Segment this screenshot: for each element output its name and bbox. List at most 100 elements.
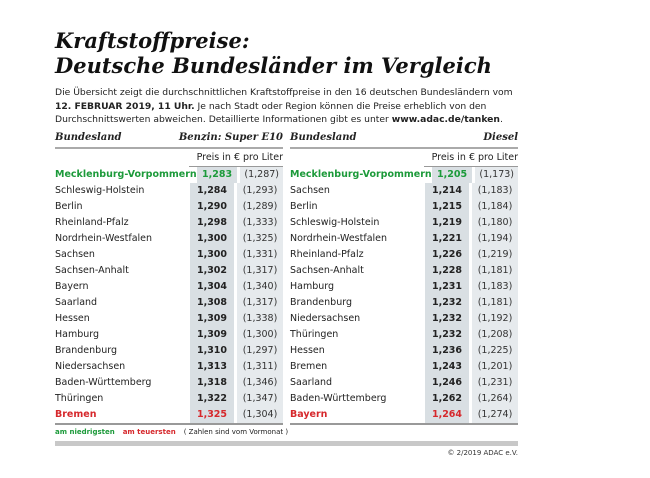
intro-url[interactable]: www.adac.de/tanken [391,114,500,125]
previous-price: (1,180) [472,215,518,231]
current-price: 1,243 [425,359,469,375]
previous-price: (1,317) [237,263,283,279]
col-header-fuel: Diesel [483,132,518,143]
table-row: Nordrhein-Westfalen 1,221 (1,194) [290,231,518,247]
current-price: 1,302 [190,263,234,279]
previous-price: (1,346) [237,375,283,391]
current-price: 1,232 [425,311,469,327]
previous-price: (1,297) [237,343,283,359]
unit-label: Preis in € pro Liter [189,149,283,167]
previous-price: (1,304) [237,407,283,423]
col-header-state: Bundesland [55,132,122,143]
footer-bar [55,441,518,446]
current-price: 1,310 [190,343,234,359]
previous-price: (1,340) [237,279,283,295]
table-row: Schleswig-Holstein 1,284 (1,293) [55,183,283,199]
current-price: 1,232 [425,295,469,311]
current-price: 1,221 [425,231,469,247]
unit-label: Preis in € pro Liter [424,149,518,167]
state-name: Hessen [290,345,325,356]
current-price: 1,215 [425,199,469,215]
state-name: Baden-Württemberg [290,393,387,404]
current-price: 1,304 [190,279,234,295]
state-name: Schleswig-Holstein [290,217,380,228]
state-name: Thüringen [55,393,104,404]
current-price: 1,313 [190,359,234,375]
table-row: Sachsen-Anhalt 1,228 (1,181) [290,263,518,279]
legend-highest: am teuersten [122,428,176,436]
state-name: Saarland [290,377,333,388]
table-row: Mecklenburg-Vorpommern 1,283 (1,287) [55,167,283,183]
previous-price: (1,347) [237,391,283,407]
previous-price: (1,289) [237,199,283,215]
previous-price: (1,194) [472,231,518,247]
table-row: Saarland 1,246 (1,231) [290,375,518,391]
state-name: Baden-Württemberg [55,377,152,388]
table-end-line [55,423,283,425]
state-name: Hessen [55,313,90,324]
current-price: 1,232 [425,327,469,343]
state-name: Schleswig-Holstein [55,185,145,196]
intro-text: Die Übersicht zeigt die durchschnittlich… [55,86,525,127]
state-name: Bremen [55,409,97,420]
table-row: Baden-Württemberg 1,318 (1,346) [55,375,283,391]
state-name: Sachsen [290,185,330,196]
current-price: 1,214 [425,183,469,199]
previous-price: (1,331) [237,247,283,263]
current-price: 1,228 [425,263,469,279]
current-price: 1,308 [190,295,234,311]
state-name: Mecklenburg-Vorpommern [290,169,432,180]
state-name: Bayern [55,281,89,292]
state-name: Bremen [290,361,328,372]
legend-lowest: am niedrigsten [55,428,115,436]
previous-price: (1,264) [472,391,518,407]
table-row: Berlin 1,215 (1,184) [290,199,518,215]
state-name: Hamburg [55,329,100,340]
state-name: Sachsen [55,249,95,260]
previous-price: (1,338) [237,311,283,327]
table-row: Mecklenburg-Vorpommern 1,205 (1,173) [290,167,518,183]
current-price: 1,262 [425,391,469,407]
table-row: Bayern 1,304 (1,340) [55,279,283,295]
previous-price: (1,225) [472,343,518,359]
current-price: 1,284 [190,183,234,199]
current-price: 1,298 [190,215,234,231]
current-price: 1,309 [190,311,234,327]
table-row: Sachsen 1,300 (1,331) [55,247,283,263]
current-price: 1,318 [190,375,234,391]
previous-price: (1,201) [472,359,518,375]
state-name: Nordrhein-Westfalen [55,233,153,244]
previous-price: (1,325) [237,231,283,247]
table-row: Rheinland-Pfalz 1,298 (1,333) [55,215,283,231]
current-price: 1,300 [190,247,234,263]
previous-price: (1,183) [472,279,518,295]
table-row: Brandenburg 1,310 (1,297) [55,343,283,359]
table-row: Hessen 1,309 (1,338) [55,311,283,327]
current-price: 1,246 [425,375,469,391]
intro-part2: Je nach Stadt oder Region können die Pre… [55,100,487,126]
previous-price: (1,300) [237,327,283,343]
state-name: Hamburg [290,281,335,292]
table-row: Hessen 1,236 (1,225) [290,343,518,359]
previous-price: (1,219) [472,247,518,263]
previous-price: (1,287) [240,167,283,183]
previous-price: (1,181) [472,263,518,279]
previous-price: (1,184) [472,199,518,215]
state-name: Rheinland-Pfalz [55,217,129,228]
current-price: 1,205 [431,167,473,183]
state-name: Nordrhein-Westfalen [290,233,388,244]
current-price: 1,264 [425,407,469,423]
table-row: Rheinland-Pfalz 1,226 (1,219) [290,247,518,263]
state-name: Berlin [55,201,83,212]
table-row: Bremen 1,325 (1,304) [55,407,283,423]
previous-price: (1,231) [472,375,518,391]
table-row: Bayern 1,264 (1,274) [290,407,518,423]
page-title: Kraftstoffpreise: Deutsche Bundesländer … [55,28,492,78]
state-name: Sachsen-Anhalt [290,265,364,276]
state-name: Niedersachsen [290,313,361,324]
state-name: Thüringen [290,329,339,340]
benzin-table: Bundesland Benzin: Super E10 Preis in € p… [55,132,283,425]
table-row: Schleswig-Holstein 1,219 (1,180) [290,215,518,231]
state-name: Rheinland-Pfalz [290,249,364,260]
previous-price: (1,183) [472,183,518,199]
